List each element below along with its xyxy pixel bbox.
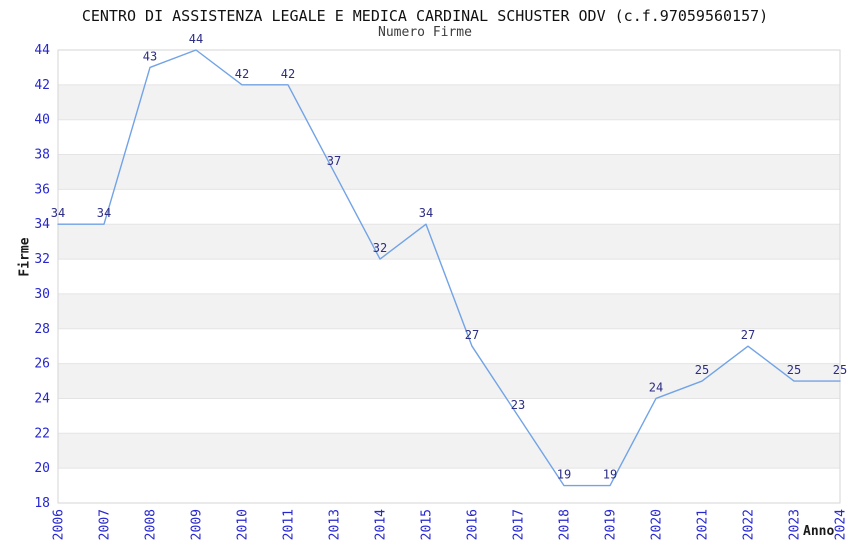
y-tick-label: 44 xyxy=(34,43,50,58)
x-tick-label: 2013 xyxy=(328,509,343,540)
x-tick-label: 2011 xyxy=(282,509,297,540)
plot-band xyxy=(58,293,840,329)
y-tick-label: 24 xyxy=(34,391,50,406)
chart-title: CENTRO DI ASSISTENZA LEGALE E MEDICA CAR… xyxy=(81,7,769,25)
y-tick-label: 28 xyxy=(34,322,50,337)
point-label: 25 xyxy=(787,363,801,377)
y-tick-label: 40 xyxy=(34,113,50,128)
point-label: 42 xyxy=(235,67,249,81)
point-label: 19 xyxy=(603,468,617,482)
y-tick-label: 26 xyxy=(34,357,50,372)
plot-band xyxy=(58,224,840,260)
point-label: 24 xyxy=(649,380,663,394)
chart-subtitle: Numero Firme xyxy=(378,25,472,40)
x-axis-title: Anno xyxy=(803,524,835,539)
plot-band xyxy=(58,363,840,399)
point-label: 27 xyxy=(465,328,479,342)
y-tick-label: 34 xyxy=(34,217,50,232)
point-label: 43 xyxy=(143,49,157,63)
point-label: 37 xyxy=(327,154,341,168)
data-line xyxy=(57,49,841,487)
y-tick-label: 22 xyxy=(34,426,50,441)
x-tick-label: 2021 xyxy=(696,509,711,540)
y-tick-label: 42 xyxy=(34,78,50,93)
y-tick-label: 18 xyxy=(34,496,50,511)
x-tick-label: 2018 xyxy=(558,509,573,540)
plot-band xyxy=(58,154,840,190)
point-label: 32 xyxy=(373,241,387,255)
point-label: 25 xyxy=(695,363,709,377)
y-tick-label: 36 xyxy=(34,182,50,197)
x-tick-label: 2019 xyxy=(604,509,619,540)
y-tick-label: 30 xyxy=(34,287,50,302)
x-tick-label: 2014 xyxy=(374,509,389,540)
plot-border xyxy=(57,49,841,504)
plot-band xyxy=(58,433,840,469)
point-label: 44 xyxy=(189,32,203,46)
point-label: 42 xyxy=(281,67,295,81)
x-tick-label: 2015 xyxy=(420,509,435,540)
x-tick-label: 2007 xyxy=(98,509,113,540)
point-label: 23 xyxy=(511,398,525,412)
point-label: 27 xyxy=(741,328,755,342)
x-tick-label: 2016 xyxy=(466,509,481,540)
x-tick-label: 2009 xyxy=(190,509,205,540)
point-label: 34 xyxy=(97,206,111,220)
y-tick-label: 32 xyxy=(34,252,50,267)
point-label: 19 xyxy=(557,468,571,482)
y-tick-label: 38 xyxy=(34,148,50,163)
x-tick-label: 2022 xyxy=(742,509,757,540)
x-tick-label: 2010 xyxy=(236,509,251,540)
point-label: 25 xyxy=(833,363,847,377)
y-tick-label: 20 xyxy=(34,461,50,476)
x-tick-label: 2008 xyxy=(144,509,159,540)
x-tick-label: 2020 xyxy=(650,509,665,540)
x-tick-label: 2024 xyxy=(834,509,849,540)
point-label: 34 xyxy=(51,206,65,220)
point-label: 34 xyxy=(419,206,433,220)
x-tick-label: 2006 xyxy=(52,509,67,540)
x-tick-label: 2017 xyxy=(512,509,527,540)
x-tick-label: 2023 xyxy=(788,509,803,540)
plot-band xyxy=(58,84,840,120)
